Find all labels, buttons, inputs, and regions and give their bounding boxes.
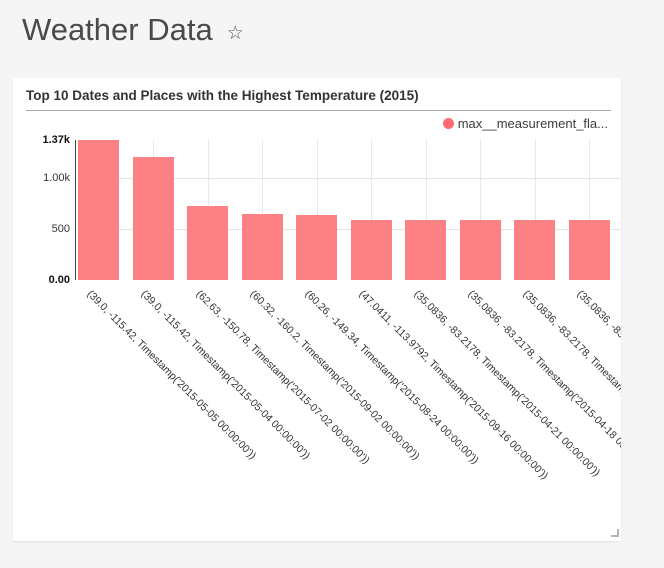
x-axis-tick-label: (47.0411, -113.9792, Timestamp('2015-09-… (356, 288, 551, 482)
legend-series-label: max__measurement_fla... (457, 116, 608, 131)
bar[interactable] (568, 220, 610, 280)
bar[interactable] (241, 214, 283, 280)
chart-legend[interactable]: max__measurement_fla... (442, 116, 608, 131)
bar[interactable] (350, 219, 392, 280)
page-title: Weather Data (22, 12, 213, 47)
favorite-star-icon[interactable]: ☆ (226, 22, 244, 44)
y-axis-line (75, 140, 76, 280)
bar[interactable] (132, 156, 174, 280)
bar[interactable] (514, 219, 555, 280)
title-divider (26, 110, 611, 111)
y-axis-tick-label: 1.37k (42, 134, 70, 146)
gridline-horizontal (75, 177, 621, 179)
y-axis-tick-label: 500 (51, 222, 70, 235)
page-header: Weather Data ☆ (22, 12, 244, 48)
gridline-vertical (589, 140, 590, 280)
widget-resize-handle-icon[interactable] (611, 529, 619, 537)
gridline-vertical (262, 140, 263, 280)
chart-widget-card: Top 10 Dates and Places with the Highest… (13, 78, 621, 541)
gridline-vertical (371, 140, 372, 280)
bar[interactable] (405, 219, 446, 280)
gridline-vertical (534, 140, 536, 280)
legend-marker-icon (442, 118, 454, 129)
y-axis-tick-label: 0.00 (48, 274, 70, 286)
gridline-vertical (316, 140, 318, 280)
bar[interactable] (78, 140, 119, 280)
gridline-horizontal (75, 228, 621, 230)
chart-title: Top 10 Dates and Places with the Highest… (26, 88, 419, 103)
bar[interactable] (187, 206, 228, 280)
x-axis-tick-label: (35.0836, -83.2178, Timestamp('2015-04-2… (411, 288, 602, 479)
bar-chart-plot-area: 1.37k 1.00k 500 0.00 (39.0, -115.42, Timesta… (13, 78, 621, 541)
bar[interactable] (459, 219, 501, 280)
y-axis-tick-label: 1.00k (43, 171, 70, 184)
x-axis-tick-label: (35.0836, -83.2 (574, 288, 621, 347)
gridline-vertical (425, 140, 427, 280)
gridline-vertical (480, 140, 481, 280)
bar[interactable] (296, 214, 337, 280)
